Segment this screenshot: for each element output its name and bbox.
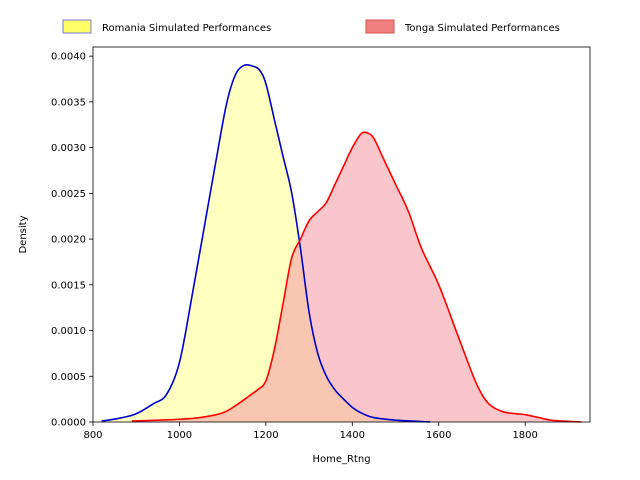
x-tick-label: 1000 (167, 430, 192, 441)
density-line-series-2 (131, 131, 582, 423)
x-tick-label: 1200 (253, 430, 278, 441)
y-tick-label: 0.0040 (51, 52, 86, 63)
y-tick-label: 0.0030 (51, 143, 86, 154)
x-tick-label: 800 (83, 430, 102, 441)
y-tick-label: 0.0015 (51, 280, 86, 291)
legend-label: Romania Simulated Performances (102, 23, 271, 34)
y-axis-label: Density (18, 215, 29, 253)
y-tick-label: 0.0035 (51, 97, 86, 108)
x-tick-label: 1800 (512, 430, 537, 441)
x-axis-label: Home_Rtng (312, 454, 370, 465)
legend-swatch (62, 19, 92, 34)
density-fills (101, 64, 582, 422)
legend-swatch (365, 19, 395, 34)
y-tick-label: 0.0020 (51, 235, 86, 246)
density-line-series-1 (101, 63, 431, 423)
legend-label: Tonga Simulated Performances (404, 23, 560, 34)
y-tick-label: 0.0025 (51, 189, 86, 200)
x-tick-label: 1400 (340, 430, 365, 441)
y-tick-label: 0.0000 (51, 418, 86, 429)
x-tick-label: 1600 (426, 430, 451, 441)
legend: Romania Simulated Performances Tonga Simu… (62, 19, 560, 34)
y-tick-label: 0.0010 (51, 326, 86, 337)
axes-frame (92, 46, 591, 423)
legend-item-1: Romania Simulated Performances (62, 19, 271, 34)
legend-item-2: Tonga Simulated Performances (365, 19, 560, 34)
density-fill-series-2 (131, 132, 582, 422)
density-fill-series-1 (101, 64, 431, 422)
y-axis-ticks: 0.0000 0.0005 0.0010 0.0015 0.0020 0.0025 0.00… (51, 52, 93, 429)
x-axis-ticks: 800 1000 1200 1400 1600 1800 (83, 422, 538, 441)
density-lines (101, 63, 582, 423)
y-tick-label: 0.0005 (51, 372, 86, 383)
